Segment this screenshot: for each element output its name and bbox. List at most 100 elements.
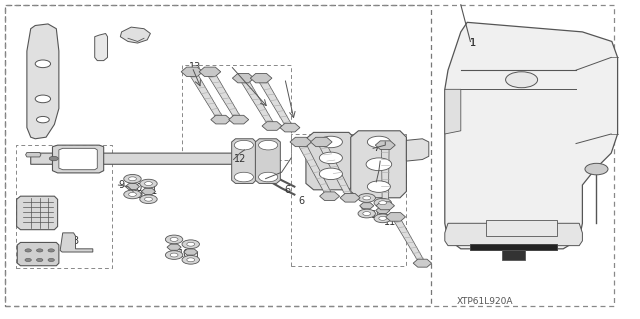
- Text: 10: 10: [131, 183, 143, 193]
- Circle shape: [165, 251, 183, 259]
- Polygon shape: [445, 22, 618, 249]
- Circle shape: [506, 72, 538, 88]
- Circle shape: [319, 168, 342, 180]
- Circle shape: [145, 182, 152, 186]
- Circle shape: [366, 158, 392, 171]
- Text: 10: 10: [371, 210, 383, 220]
- Polygon shape: [413, 259, 431, 267]
- Circle shape: [36, 249, 43, 252]
- Polygon shape: [52, 145, 104, 173]
- Polygon shape: [262, 122, 282, 130]
- Circle shape: [25, 249, 31, 252]
- Polygon shape: [60, 233, 93, 252]
- Circle shape: [363, 211, 371, 216]
- Circle shape: [140, 195, 157, 204]
- Text: 5: 5: [266, 174, 272, 184]
- Text: 2: 2: [24, 220, 31, 230]
- Circle shape: [367, 181, 390, 192]
- Polygon shape: [360, 203, 374, 209]
- Polygon shape: [351, 131, 406, 198]
- Circle shape: [48, 258, 54, 262]
- Text: 1: 1: [470, 38, 477, 48]
- Polygon shape: [385, 212, 406, 221]
- Polygon shape: [228, 115, 249, 124]
- Polygon shape: [255, 139, 280, 183]
- Polygon shape: [206, 71, 242, 120]
- Polygon shape: [125, 183, 140, 190]
- Polygon shape: [27, 24, 59, 139]
- Circle shape: [374, 214, 392, 223]
- Text: 3: 3: [72, 236, 79, 246]
- Polygon shape: [257, 78, 293, 128]
- Circle shape: [363, 196, 371, 200]
- Text: XTP61L920A: XTP61L920A: [457, 297, 513, 306]
- Circle shape: [49, 156, 58, 161]
- Circle shape: [48, 249, 54, 252]
- Circle shape: [140, 179, 157, 188]
- Circle shape: [259, 140, 278, 150]
- Polygon shape: [381, 145, 389, 206]
- Polygon shape: [250, 73, 272, 83]
- Circle shape: [259, 172, 278, 182]
- Polygon shape: [184, 249, 198, 255]
- Circle shape: [124, 174, 141, 183]
- Text: 11: 11: [384, 217, 396, 227]
- Text: 4: 4: [36, 258, 43, 268]
- Polygon shape: [239, 78, 275, 126]
- Polygon shape: [376, 202, 394, 210]
- Polygon shape: [188, 71, 224, 120]
- Text: 12: 12: [234, 154, 246, 165]
- Circle shape: [187, 258, 195, 262]
- Circle shape: [35, 95, 51, 103]
- Polygon shape: [232, 139, 256, 183]
- Polygon shape: [95, 33, 108, 61]
- Circle shape: [129, 192, 136, 197]
- Polygon shape: [306, 132, 355, 190]
- Polygon shape: [181, 67, 203, 77]
- Text: 9: 9: [360, 204, 366, 214]
- Polygon shape: [445, 89, 461, 134]
- Text: 9: 9: [118, 180, 125, 190]
- Text: 8: 8: [326, 154, 333, 165]
- Polygon shape: [319, 192, 340, 201]
- Circle shape: [234, 172, 253, 182]
- Circle shape: [182, 240, 200, 249]
- Text: 11: 11: [146, 186, 158, 197]
- Polygon shape: [17, 242, 59, 266]
- Circle shape: [585, 163, 608, 175]
- Circle shape: [234, 140, 253, 150]
- Circle shape: [36, 258, 43, 262]
- Circle shape: [36, 116, 49, 123]
- Circle shape: [182, 256, 200, 264]
- Polygon shape: [297, 141, 333, 197]
- Text: 6: 6: [298, 196, 305, 206]
- Circle shape: [25, 258, 31, 262]
- Polygon shape: [17, 196, 58, 230]
- Polygon shape: [376, 207, 390, 214]
- Circle shape: [358, 209, 376, 218]
- Circle shape: [379, 216, 387, 220]
- Circle shape: [319, 136, 342, 148]
- Circle shape: [35, 60, 51, 68]
- Text: 8: 8: [380, 156, 387, 166]
- Polygon shape: [392, 216, 426, 263]
- Polygon shape: [211, 115, 231, 124]
- Polygon shape: [167, 244, 181, 250]
- Polygon shape: [340, 193, 360, 202]
- Text: 10: 10: [178, 249, 190, 259]
- Circle shape: [170, 237, 178, 241]
- Text: 7: 7: [373, 143, 380, 153]
- Polygon shape: [486, 220, 557, 236]
- Polygon shape: [317, 141, 353, 198]
- Polygon shape: [199, 67, 221, 77]
- Polygon shape: [120, 27, 150, 43]
- Polygon shape: [445, 223, 582, 246]
- Circle shape: [165, 235, 183, 244]
- Polygon shape: [310, 137, 332, 147]
- Polygon shape: [31, 153, 243, 164]
- Polygon shape: [406, 139, 429, 161]
- Circle shape: [358, 194, 376, 202]
- Polygon shape: [280, 123, 300, 132]
- Polygon shape: [290, 137, 312, 147]
- Text: 6: 6: [284, 185, 291, 195]
